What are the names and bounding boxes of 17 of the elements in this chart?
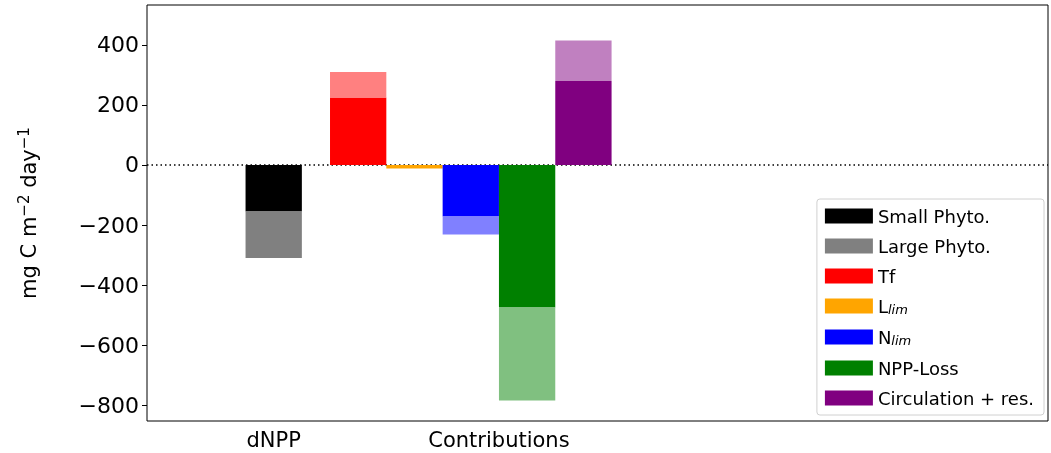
legend-label: Circulation + res.	[877, 387, 1034, 409]
y-tick-label: 200	[97, 92, 139, 118]
x-tick-label: Contributions	[428, 427, 570, 452]
legend-label: NPP-Loss	[877, 357, 959, 379]
y-tick-label: 400	[97, 32, 139, 58]
y-tick-label: −600	[78, 332, 139, 358]
legend-label: Nlim	[877, 326, 912, 348]
y-tick-label: 0	[125, 152, 139, 178]
legend-label: Small Phyto.	[877, 205, 991, 227]
y-axis-title: mg C m−2 day−1	[14, 127, 41, 299]
legend-label: Llim	[877, 295, 908, 317]
y-tick-label: −200	[78, 212, 139, 238]
y-tick-label: −400	[78, 272, 139, 298]
y-tick-label: −800	[78, 392, 139, 418]
x-tick-label: dNPP	[246, 427, 301, 452]
legend-label: Large Phyto.	[877, 235, 991, 257]
legend-label: Tf	[876, 265, 896, 287]
